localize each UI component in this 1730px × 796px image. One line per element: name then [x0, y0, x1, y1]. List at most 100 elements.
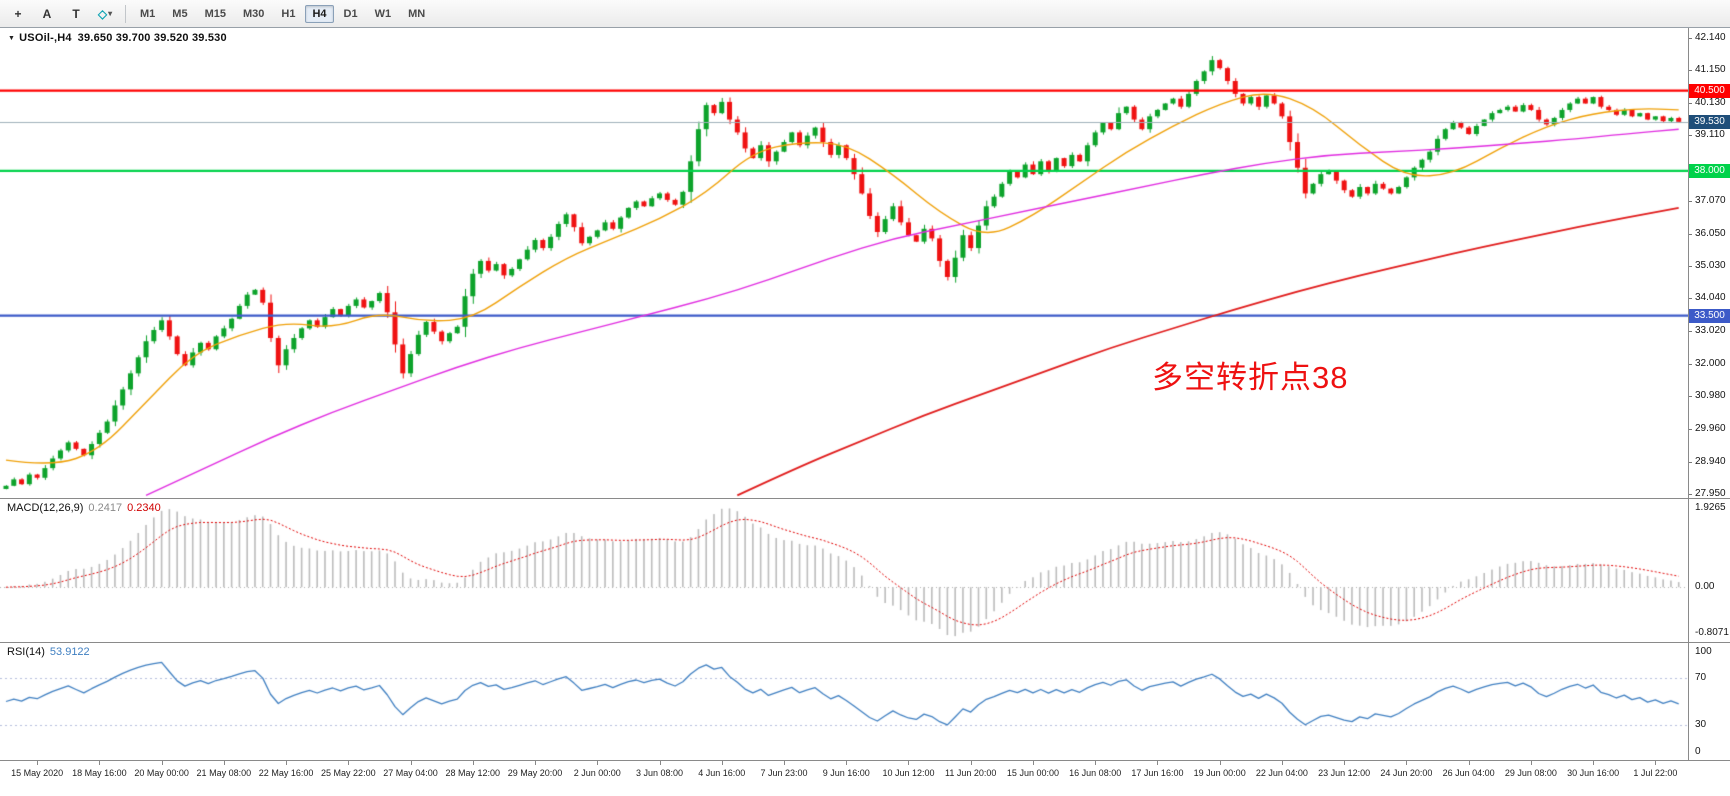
chart-symbol-period: USOil-,H4	[19, 32, 72, 44]
time-axis-label: 28 May 12:00	[445, 768, 501, 778]
time-axis-label: 4 Jun 16:00	[698, 768, 746, 778]
rsi-scale-label: 30	[1695, 718, 1707, 730]
time-axis[interactable]: 15 May 2020 18 May 16:00 20 May 00:00 21 Ma…	[0, 761, 1730, 796]
timeframe-button-d1[interactable]: D1	[343, 7, 358, 20]
time-axis-label: 15 Jun 00:00	[1006, 768, 1059, 778]
price-tick-mark	[1688, 330, 1692, 332]
timeframe-button-group: M1 M5 M15 M30 H1 H4 D1 W1 MN	[132, 4, 433, 23]
time-tick-mark	[908, 761, 910, 765]
timeframe-button-m15[interactable]: M15	[204, 7, 226, 20]
time-tick-mark	[1344, 761, 1346, 765]
time-tick-mark	[1281, 761, 1283, 765]
time-axis-label: 7 Jun 23:00	[760, 768, 808, 778]
timeframe-button-m1[interactable]: M1	[140, 7, 156, 20]
text-icon: A	[42, 6, 52, 21]
shapes-tool-button[interactable]: ◇ ▾	[91, 3, 119, 25]
rsi-name: RSI(14)	[7, 646, 45, 658]
time-tick-mark	[970, 761, 972, 765]
time-tick-mark	[348, 761, 350, 765]
text-tool-button[interactable]: A	[33, 3, 61, 25]
timeframe-button-m5[interactable]: M5	[172, 7, 188, 20]
timeframe-button-h4[interactable]: H4	[305, 4, 334, 23]
price-tick-label: 35.030	[1695, 260, 1726, 272]
time-tick-mark	[1095, 761, 1097, 765]
time-axis-label: 17 Jun 16:00	[1131, 768, 1184, 778]
time-tick-mark	[846, 761, 848, 765]
price-tick-mark	[1688, 493, 1692, 495]
time-axis-label: 30 Jun 16:00	[1567, 768, 1620, 778]
time-axis-label: 20 May 00:00	[134, 768, 189, 778]
annotation-text[interactable]: 多空转折点38	[1152, 360, 1349, 395]
price-tick-mark	[1688, 396, 1692, 398]
time-axis-label: 21 May 08:00	[196, 768, 252, 778]
macd-scale-max: 1.9265	[1695, 502, 1726, 513]
macd-indicator-label: MACD(12,26,9) 0.2417 0.2340	[7, 502, 166, 514]
tool-button-group: + A T ◇ ▾	[4, 3, 119, 25]
main-chart-canvas[interactable]	[0, 28, 1688, 498]
time-axis-label: 1 Jul 22:00	[1633, 768, 1678, 778]
time-axis-label: 24 Jun 20:00	[1380, 768, 1433, 778]
time-tick-mark	[1593, 761, 1595, 765]
timeframe-button-w1[interactable]: W1	[374, 7, 392, 20]
macd-main-value: 0.2417	[88, 502, 123, 514]
price-tick-label: 32.000	[1695, 357, 1726, 369]
time-tick-mark	[223, 761, 225, 765]
time-tick-mark	[99, 761, 101, 765]
symbol-menu-icon[interactable]: ▼	[8, 34, 16, 42]
chevron-down-icon: ▾	[108, 9, 113, 18]
macd-panel-canvas[interactable]	[0, 499, 1688, 642]
price-tick-label: 41.150	[1695, 63, 1726, 75]
time-axis-label: 22 May 16:00	[258, 768, 314, 778]
panel-resize-handle[interactable]	[0, 642, 1730, 643]
price-tick-mark	[1688, 37, 1692, 39]
time-axis-label: 19 Jun 00:00	[1193, 768, 1246, 778]
shapes-icon: ◇	[97, 6, 108, 21]
price-tick-label: 33.020	[1695, 324, 1726, 336]
rsi-indicator-label: RSI(14) 53.9122	[7, 646, 95, 658]
time-tick-mark	[784, 761, 785, 765]
macd-signal-value: 0.2340	[127, 502, 161, 514]
time-tick-mark	[659, 761, 661, 765]
price-tick-label: 30.980	[1695, 390, 1726, 402]
rsi-scale-label: 70	[1695, 672, 1707, 684]
time-axis-label: 23 Jun 12:00	[1318, 768, 1371, 778]
text-label-tool-button[interactable]: T	[62, 3, 90, 25]
time-axis-label: 15 May 2020	[11, 768, 64, 778]
price-tick-mark	[1688, 363, 1692, 365]
timeframe-button-m30[interactable]: M30	[242, 7, 265, 20]
time-tick-mark	[597, 761, 599, 765]
rsi-scale-label: 100	[1695, 646, 1712, 657]
time-axis-label: 11 Jun 20:00	[945, 768, 997, 778]
panel-resize-handle[interactable]	[0, 498, 1730, 499]
macd-scale-min: -0.8071	[1695, 627, 1729, 638]
time-axis-label: 2 Jun 00:00	[573, 768, 621, 778]
crosshair-tool-button[interactable]: +	[4, 3, 32, 25]
time-tick-mark	[1530, 761, 1532, 765]
macd-name: MACD(12,26,9)	[7, 502, 84, 514]
price-tick-mark	[1688, 135, 1692, 137]
macd-scale-zero: 0.00	[1695, 581, 1715, 593]
price-tick-label: 40.130	[1695, 96, 1726, 108]
price-tick-mark	[1688, 200, 1692, 202]
time-tick-mark	[1655, 761, 1657, 765]
price-scale[interactable]: 100 70 30 0 42.140 41.150 40.130 39.110 37.070 36…	[1688, 0, 1730, 760]
time-tick-mark	[410, 761, 412, 765]
price-tick-label: 37.070	[1695, 194, 1726, 206]
time-axis-label: 3 Jun 08:00	[635, 768, 684, 778]
rsi-value: 53.9122	[49, 646, 90, 658]
price-scale-border	[1688, 28, 1689, 760]
timeframe-button-mn[interactable]: MN	[408, 7, 426, 20]
price-tick-mark	[1688, 462, 1692, 464]
time-axis-label: 10 Jun 12:00	[882, 768, 935, 778]
timeframe-button-h1[interactable]: H1	[281, 7, 296, 20]
time-tick-mark	[37, 761, 39, 765]
panel-resize-handle[interactable]	[0, 760, 1730, 761]
hline-price-badge: 40.500	[1689, 83, 1730, 98]
chart-ohlc-values: 39.650 39.700 39.520 39.530	[77, 32, 227, 44]
price-tick-mark	[1688, 69, 1692, 71]
rsi-panel-canvas[interactable]	[0, 643, 1688, 760]
price-tick-mark	[1688, 298, 1692, 300]
time-tick-mark	[286, 761, 288, 765]
price-tick-mark	[1688, 102, 1692, 104]
price-tick-label: 34.040	[1695, 292, 1726, 304]
